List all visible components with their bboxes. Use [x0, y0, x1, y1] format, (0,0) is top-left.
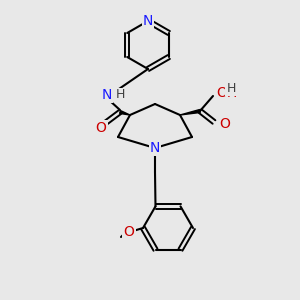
Polygon shape [180, 110, 200, 115]
Polygon shape [120, 111, 130, 115]
Text: OH: OH [216, 86, 237, 100]
Text: H: H [116, 88, 125, 101]
Text: O: O [96, 121, 106, 135]
Text: H: H [226, 82, 236, 94]
Text: N: N [150, 141, 160, 155]
Text: O: O [219, 117, 230, 131]
Text: N: N [143, 14, 153, 28]
Text: N: N [102, 88, 112, 102]
Text: O: O [124, 225, 134, 239]
